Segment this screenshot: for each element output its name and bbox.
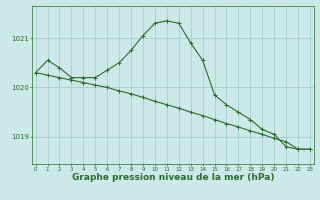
X-axis label: Graphe pression niveau de la mer (hPa): Graphe pression niveau de la mer (hPa) bbox=[72, 173, 274, 182]
